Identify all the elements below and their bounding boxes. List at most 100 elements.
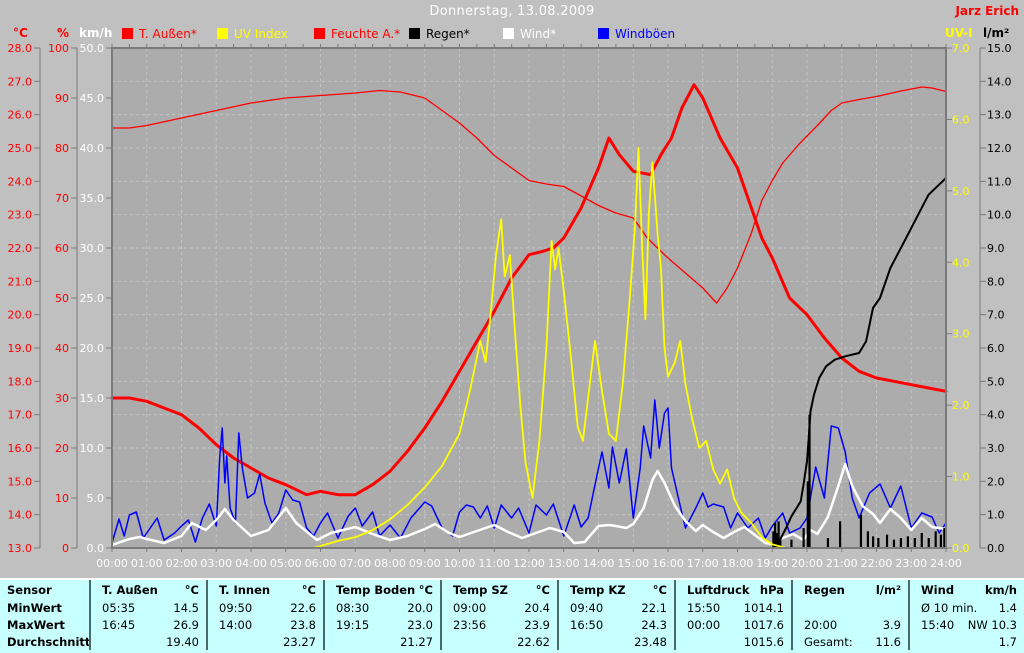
- legend-item-1: UV Index: [217, 26, 288, 41]
- page-title: Donnerstag, 13.08.2009: [429, 4, 595, 19]
- x-tick-label: 21:00: [826, 557, 858, 570]
- x-tick-label: 01:00: [131, 557, 163, 570]
- cell-value: 14.5: [173, 600, 199, 615]
- column-unit: °C: [184, 582, 199, 597]
- table-header-col-5: Luftdruck hPa: [674, 580, 791, 599]
- series-2-line: [111, 399, 947, 544]
- series-1-line: [110, 83, 948, 497]
- cell-value: 19.40: [166, 634, 199, 649]
- tick-label-pct: 70: [55, 192, 69, 205]
- tick-label-lm2: 3.0: [987, 442, 1005, 455]
- tick-label-kmh: 50.0: [80, 42, 105, 55]
- legend-item-0: T. Außen*: [122, 27, 197, 41]
- cell-value: 1.4: [998, 600, 1017, 615]
- table-cell-Durchschnitt-col-0: 19.40: [89, 633, 206, 650]
- tick-label-uv: 5.0: [952, 185, 970, 198]
- cell-value: 24.3: [641, 617, 667, 632]
- x-tick-label: 13:00: [548, 557, 580, 570]
- tick-label-uv: 1.0: [952, 471, 970, 484]
- tick-label-temp: 14.0: [8, 509, 33, 522]
- column-name: Regen: [804, 582, 845, 597]
- x-tick-label: 19:00: [756, 557, 788, 570]
- table-cell-MinWert-col-3: 09:00 20.4: [440, 599, 557, 616]
- column-unit: l/m²: [875, 582, 901, 597]
- table-corner-header: Sensor: [0, 580, 89, 599]
- cell-time: 15:50: [687, 600, 721, 615]
- table-cell-MinWert-col-5: 15:50 1014.1: [674, 599, 791, 616]
- tick-label-pct: 40: [55, 342, 69, 355]
- x-tick-label: 18:00: [722, 557, 754, 570]
- cell-value: 23.0: [407, 617, 433, 632]
- legend-label: UV Index: [234, 26, 288, 41]
- tick-label-lm2: 7.0: [987, 309, 1005, 322]
- legend-swatch-icon: [598, 28, 609, 39]
- x-tick-label: 12:00: [513, 557, 545, 570]
- column-name: Luftdruck: [687, 582, 750, 597]
- tick-label-kmh: 20.0: [80, 342, 105, 355]
- cell-value: 1017.6: [743, 617, 784, 632]
- column-unit: km/h: [984, 582, 1017, 597]
- tick-label-pct: 30: [55, 392, 69, 405]
- table-cell-MinWert-col-2: 08:30 20.0: [323, 599, 440, 616]
- table-cell-Durchschnitt-col-7: 1.7: [908, 633, 1024, 650]
- x-tick-label: 03:00: [200, 557, 232, 570]
- table-cell-MaxWert-col-5: 00:00 1017.6: [674, 616, 791, 633]
- tick-label-pct: 10: [55, 492, 69, 505]
- legend-swatch-icon: [409, 28, 420, 39]
- y-axis-uv: 7.0 6.0 5.0 4.0 3.0 2.0 1.0 0.0: [946, 42, 970, 555]
- tick-label-pct: 90: [55, 92, 69, 105]
- tick-label-temp: 24.0: [8, 175, 33, 188]
- cell-time: 16:45: [102, 617, 136, 632]
- cell-value: 23.8: [290, 617, 316, 632]
- tick-label-lm2: 13.0: [987, 109, 1012, 122]
- table-cell-MaxWert-col-0: 16:45 26.9: [89, 616, 206, 633]
- cell-value: NW 10.3: [967, 617, 1017, 632]
- column-unit: °C: [418, 582, 433, 597]
- tick-label-temp: 28.0: [8, 42, 33, 55]
- tick-label-pct: 80: [55, 142, 69, 155]
- tick-label-uv: 0.0: [952, 542, 970, 555]
- x-tick-label: 22:00: [861, 557, 893, 570]
- tick-label-kmh: 15.0: [80, 392, 105, 405]
- tick-label-lm2: 15.0: [987, 42, 1012, 55]
- x-tick-label: 00:00: [96, 557, 128, 570]
- table-cell-Durchschnitt-col-4: 23.48: [557, 633, 674, 650]
- left-axis-unit-percent: %: [57, 26, 70, 40]
- cell-time: 20:00: [804, 617, 838, 632]
- legend-swatch-icon: [314, 28, 325, 39]
- table-cell-MaxWert-col-7: 15:40 NW 10.3: [908, 616, 1024, 633]
- cell-time: 19:15: [336, 617, 370, 632]
- series-5-line: [111, 177, 947, 549]
- table-cell-MinWert-col-1: 09:50 22.6: [206, 599, 323, 616]
- tick-label-pct: 100: [48, 42, 69, 55]
- tick-label-pct: 60: [55, 242, 69, 255]
- y-axis-temp: 28.0 27.0 26.0 25.0 24.0 23.0 22.0 21.0 20.0 19.0…: [8, 42, 41, 555]
- column-unit: °C: [652, 582, 667, 597]
- table-row-label: MaxWert: [0, 616, 89, 633]
- table-cell-MaxWert-col-4: 16:50 24.3: [557, 616, 674, 633]
- legend-swatch-icon: [503, 28, 514, 39]
- tick-label-lm2: 14.0: [987, 75, 1012, 88]
- tick-label-temp: 17.0: [8, 409, 33, 422]
- legend-label: Windböen: [615, 26, 676, 41]
- legend-item-5: Windböen: [598, 26, 676, 41]
- tick-label-uv: 4.0: [952, 256, 970, 269]
- table-header-col-3: Temp SZ °C: [440, 580, 557, 599]
- cell-value: 3.9: [882, 617, 901, 632]
- tick-label-pct: 0: [62, 542, 69, 555]
- tick-label-temp: 25.0: [8, 142, 33, 155]
- table-cell-MaxWert-col-1: 14:00 23.8: [206, 616, 323, 633]
- tick-label-lm2: 6.0: [987, 342, 1005, 355]
- x-tick-label: 11:00: [478, 557, 510, 570]
- tick-label-uv: 7.0: [952, 42, 970, 55]
- cell-time: 16:50: [570, 617, 604, 632]
- cell-value: 20.4: [524, 600, 550, 615]
- tick-label-kmh: 45.0: [80, 92, 105, 105]
- table-cell-Durchschnitt-col-5: 1015.6: [674, 633, 791, 650]
- table-row-label: MinWert: [0, 599, 89, 616]
- table-header-col-7: Wind km/h: [908, 580, 1024, 599]
- cell-time: 08:30: [336, 600, 370, 615]
- row-label-text: Durchschnitt: [7, 634, 89, 649]
- cell-value: 1014.1: [743, 600, 784, 615]
